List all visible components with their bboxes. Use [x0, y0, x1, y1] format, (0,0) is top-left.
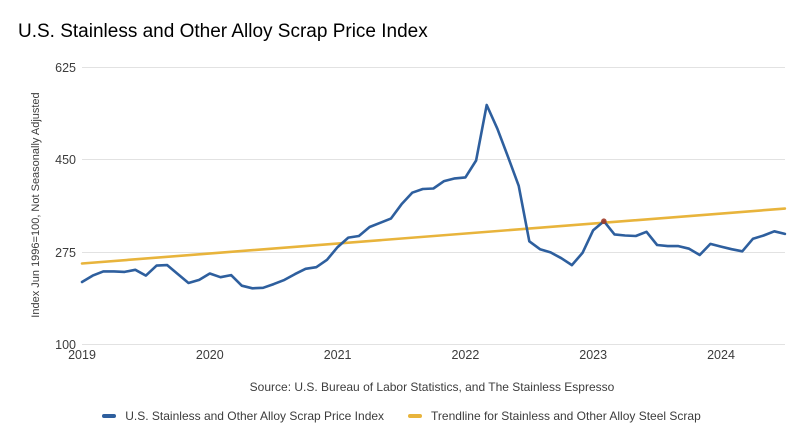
y-tick-label: 100: [55, 338, 76, 352]
price-index-series: [80, 103, 787, 290]
x-tick-label: 2019: [68, 348, 96, 362]
y-tick-label: 450: [55, 153, 76, 167]
trendline-color-dash-icon: [408, 414, 423, 418]
legend-item-price-index: U.S. Stainless and Other Alloy Scrap Pri…: [102, 409, 384, 423]
chart-title: U.S. Stainless and Other Alloy Scrap Pri…: [18, 21, 428, 42]
x-tick-label: 2024: [707, 348, 735, 362]
legend-label-price-index: U.S. Stainless and Other Alloy Scrap Pri…: [125, 409, 385, 423]
y-tick-label: 625: [55, 61, 76, 75]
legend-item-trendline: Trendline for Stainless and Other Alloy …: [408, 409, 701, 423]
trendline-series: [80, 207, 787, 265]
legend-label-trendline: Trendline for Stainless and Other Alloy …: [431, 409, 701, 423]
x-tick-label: 2020: [196, 348, 224, 362]
legend: U.S. Stainless and Other Alloy Scrap Pri…: [0, 409, 803, 423]
series-color-dash-icon: [102, 414, 117, 418]
source-attribution: Source: U.S. Bureau of Labor Statistics,…: [249, 380, 615, 394]
x-tick-label: 2022: [451, 348, 479, 362]
x-tick-label: 2021: [324, 348, 352, 362]
y-tick-label: 275: [55, 246, 76, 260]
line-crossing-artifact-dot: [601, 218, 607, 225]
x-tick-label: 2023: [579, 348, 607, 362]
